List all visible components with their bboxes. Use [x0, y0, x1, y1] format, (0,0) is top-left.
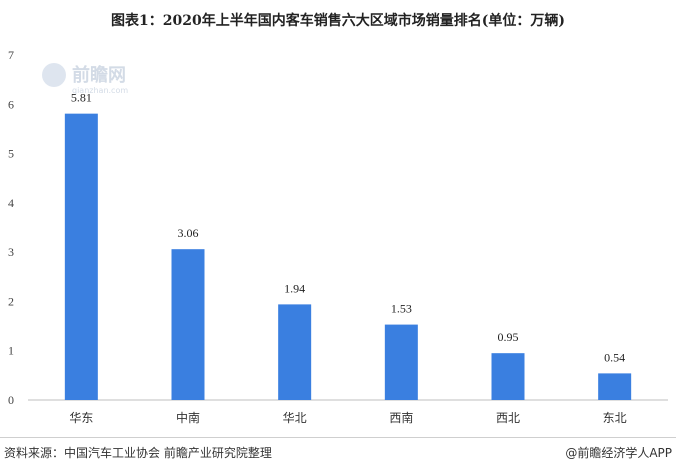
source-note: 资料来源：中国汽车工业协会 前瞻产业研究院整理 [4, 446, 272, 460]
data-label: 1.94 [284, 281, 305, 295]
x-tick-label: 东北 [603, 411, 627, 425]
footer-divider [0, 437, 676, 438]
footer: 资料来源：中国汽车工业协会 前瞻产业研究院整理 @前瞻经济学人APP [4, 444, 672, 464]
bar-西北 [491, 353, 525, 400]
value-labels: 5.81 3.06 1.94 1.53 0.95 0.54 [71, 91, 625, 365]
chart-title: 图表1：2020年上半年国内客车销售六大区域市场销量排名(单位：万辆) [111, 13, 565, 29]
y-tick-label: 2 [8, 294, 14, 308]
credit-note: @前瞻经济学人APP [565, 446, 672, 460]
y-tick-label: 5 [8, 147, 14, 161]
data-label: 3.06 [178, 226, 199, 240]
category-labels: 华东 中南 华北 西南 西北 东北 [69, 410, 626, 425]
data-label: 0.54 [604, 350, 625, 364]
data-label: 1.53 [391, 302, 412, 316]
watermark-logo: 前瞻网 qianzhan.com [42, 63, 128, 95]
watermark-name: 前瞻网 [72, 64, 126, 86]
x-tick-label: 华东 [69, 411, 93, 425]
x-tick-label: 华北 [283, 411, 307, 425]
x-tick-label: 西北 [496, 411, 520, 425]
bar-华东 [64, 113, 98, 401]
data-label: 0.95 [498, 330, 519, 344]
y-tick-label: 6 [8, 97, 14, 111]
y-axis-ticks: 0 1 2 3 4 5 6 7 [8, 48, 14, 407]
y-tick-label: 3 [8, 245, 14, 259]
y-tick-label: 7 [8, 48, 14, 62]
bar-东北 [598, 373, 632, 400]
bar-华北 [278, 304, 312, 400]
y-tick-label: 1 [8, 344, 14, 358]
y-tick-label: 0 [8, 393, 14, 407]
y-tick-label: 4 [8, 196, 14, 210]
bars [64, 113, 632, 401]
watermark-icon [42, 63, 66, 87]
watermark-domain: qianzhan.com [72, 86, 128, 95]
data-label: 5.81 [71, 91, 92, 105]
x-tick-label: 西南 [389, 410, 413, 425]
bar-西南 [384, 324, 418, 400]
bar-中南 [171, 249, 205, 400]
bar-chart: 前瞻网 qianzhan.com 0 1 2 3 4 5 6 7 5.81 3.06 1.94 1.… [8, 48, 668, 425]
x-tick-label: 中南 [176, 410, 200, 425]
